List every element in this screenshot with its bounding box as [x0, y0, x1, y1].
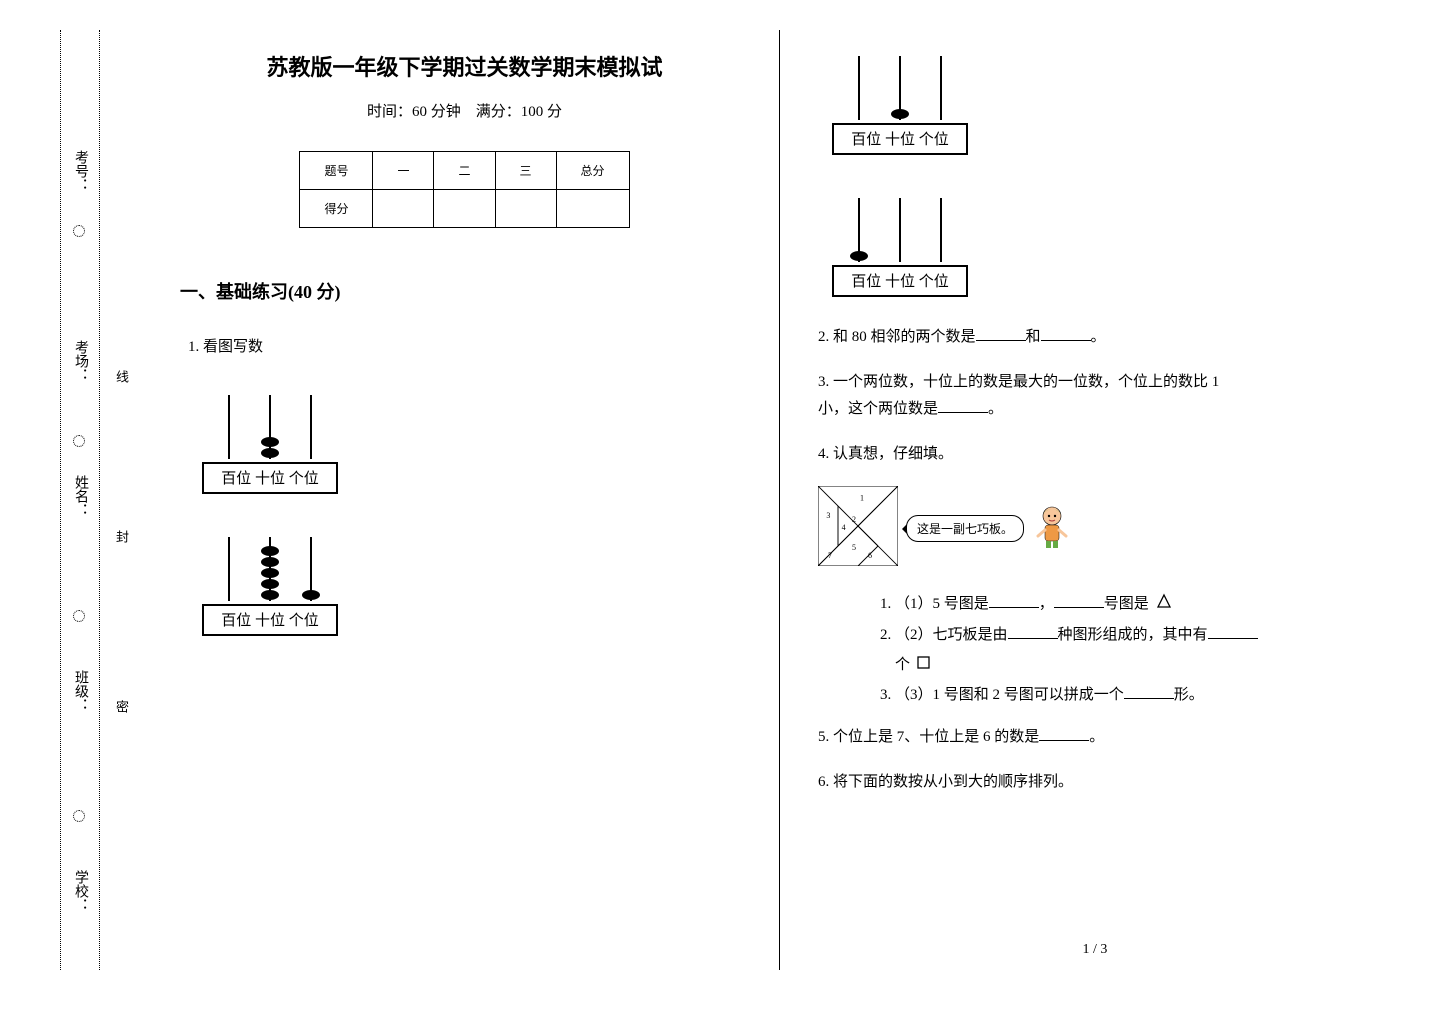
svg-text:5: 5: [852, 543, 856, 552]
q3-line2-suffix: 。: [988, 401, 1003, 417]
svg-text:4: 4: [842, 523, 846, 532]
score-col-one: 一: [373, 152, 434, 190]
question-5: 5. 个位上是 7、十位上是 6 的数是 。: [810, 724, 1380, 751]
svg-text:1: 1: [860, 493, 864, 502]
child-icon: [1032, 502, 1072, 555]
s2-suffix-prefix: 个: [895, 657, 910, 673]
q3-line2-prefix: 小，这个两位数是: [818, 401, 938, 417]
binding-circle: [73, 225, 85, 237]
q5-suffix: 。: [1089, 729, 1104, 745]
binding-label-id: 考号：: [70, 150, 90, 192]
score-cell: [556, 190, 629, 228]
score-col-total: 总分: [556, 152, 629, 190]
s3-prefix: 3. （3）1 号图和 2 号图可以拼成一个: [880, 687, 1124, 703]
blank: [1039, 725, 1089, 741]
s2-mid: 种图形组成的，其中有: [1058, 627, 1208, 643]
binding-label-school: 学校：: [70, 870, 90, 912]
svg-text:百位 十位 个位: 百位 十位 个位: [851, 131, 949, 148]
blank: [976, 325, 1026, 341]
score-cell: [495, 190, 556, 228]
binding-label-name: 姓名：: [70, 475, 90, 517]
svg-text:6: 6: [868, 551, 872, 560]
square-icon: [917, 650, 930, 680]
binding-circle: [73, 435, 85, 447]
s1-mid2: 号图是: [1104, 596, 1149, 612]
triangle-icon: [1156, 590, 1172, 620]
binding-inner-xian: 线: [112, 370, 131, 383]
sub-item-1: 1. （1）5 号图是 ， 号图是: [880, 589, 1380, 620]
blank: [1008, 623, 1058, 639]
left-column: 苏教版一年级下学期过关数学期末模拟试 时间：60 分钟 满分：100 分 题号 …: [150, 30, 780, 970]
blank: [938, 397, 988, 413]
blank: [1041, 325, 1091, 341]
svg-text:百位 十位 个位: 百位 十位 个位: [221, 612, 319, 629]
score-row-label: 得分: [300, 190, 373, 228]
s2-prefix: 2. （2）七巧板是由: [880, 627, 1008, 643]
blank: [1124, 683, 1174, 699]
s3-suffix: 形。: [1174, 687, 1204, 703]
svg-text:3: 3: [826, 511, 830, 520]
table-row: 得分: [300, 190, 629, 228]
speech-bubble: 这是一副七巧板。: [906, 515, 1024, 542]
exam-title: 苏教版一年级下学期过关数学期末模拟试: [180, 50, 749, 82]
question-6: 6. 将下面的数按从小到大的顺序排列。: [810, 769, 1380, 796]
binding-inner-mi: 密: [112, 700, 131, 713]
score-cell: [373, 190, 434, 228]
question-2: 2. 和 80 相邻的两个数是 和 。: [810, 324, 1380, 351]
s1-mid: ，: [1039, 596, 1054, 612]
binding-label-class: 班级：: [70, 670, 90, 712]
question-1: 1. 看图写数: [180, 334, 749, 361]
sub-item-3: 3. （3）1 号图和 2 号图可以拼成一个 形。: [880, 680, 1380, 710]
score-col-header: 题号: [300, 152, 373, 190]
tangram-figure-row: 1 2 3 4 5 6 7 这是一副七巧板。: [818, 486, 1380, 571]
score-cell: [434, 190, 495, 228]
svg-text:2: 2: [852, 515, 856, 524]
q2-prefix: 2. 和 80 相邻的两个数是: [818, 329, 976, 345]
tangram-sublist: 1. （1）5 号图是，号图是 2. （2）七巧板是由种图形组成的，其中有 个 …: [810, 589, 1380, 710]
blank: [1208, 623, 1258, 639]
score-col-three: 三: [495, 152, 556, 190]
svg-text:百位 十位 个位: 百位 十位 个位: [221, 470, 319, 487]
counter-chart-1: 百位 十位 个位: [195, 387, 345, 502]
svg-text:百位 十位 个位: 百位 十位 个位: [851, 273, 949, 290]
page: 苏教版一年级下学期过关数学期末模拟试 时间：60 分钟 满分：100 分 题号 …: [150, 30, 1410, 970]
q3-line1: 3. 一个两位数，十位上的数是最大的一位数，个位上的数比 1: [818, 374, 1219, 390]
page-number: 1 / 3: [780, 942, 1410, 958]
score-table: 题号 一 二 三 总分 得分: [299, 151, 629, 228]
score-col-two: 二: [434, 152, 495, 190]
blank: [1054, 592, 1104, 608]
exam-subtitle: 时间：60 分钟 满分：100 分: [180, 100, 749, 121]
counter-chart-2: 百位 十位 个位: [195, 529, 345, 644]
binding-inner-feng: 封: [112, 530, 131, 543]
svg-text:7: 7: [828, 551, 832, 560]
right-column: 百位 十位 个位 百位 十位 个位 2. 和 80 相邻的两个数是和。 3. 一…: [780, 30, 1410, 970]
binding-label-room: 考场：: [70, 340, 90, 382]
question-3: 3. 一个两位数，十位上的数是最大的一位数，个位上的数比 1 小，这个两位数是 。: [810, 369, 1380, 423]
question-4: 4. 认真想，仔细填。: [810, 441, 1380, 468]
counter-chart-3: 百位 十位 个位: [825, 48, 975, 163]
q2-suffix: 。: [1091, 329, 1106, 345]
tangram-icon: 1 2 3 4 5 6 7: [818, 486, 898, 571]
counter-chart-4: 百位 十位 个位: [825, 190, 975, 305]
binding-circle: [73, 610, 85, 622]
s1-prefix: 1. （1）5 号图是: [880, 596, 989, 612]
q5-prefix: 5. 个位上是 7、十位上是 6 的数是: [818, 729, 1039, 745]
sub-item-2: 2. （2）七巧板是由 种图形组成的，其中有 个: [880, 620, 1380, 681]
binding-circle: [73, 810, 85, 822]
section-1-heading: 一、基础练习(40 分): [180, 278, 749, 304]
table-row: 题号 一 二 三 总分: [300, 152, 629, 190]
blank: [989, 592, 1039, 608]
q2-mid: 和: [1026, 329, 1041, 345]
